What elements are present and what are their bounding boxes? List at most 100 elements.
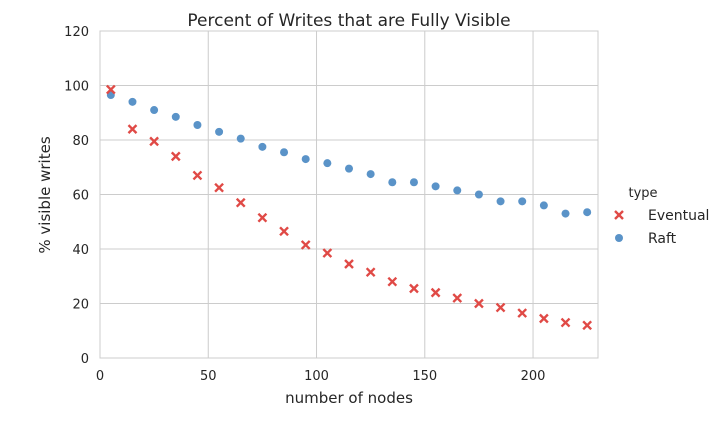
plot-frame [99,30,599,359]
data-point-eventual-stroke [149,136,159,147]
data-point-eventual [192,170,203,181]
data-point-eventual-stroke [409,283,419,294]
data-point-eventual-stroke [430,287,441,298]
data-point-raft [215,127,224,136]
data-point-eventual [560,317,571,328]
y-tick-label: 0 [81,352,89,367]
data-point-raft [258,142,267,151]
x-tick-label: 150 [412,369,437,384]
data-point-eventual [322,248,333,258]
data-point-raft [496,197,505,206]
x-tick-label: 100 [304,369,329,384]
data-point-raft [583,208,592,217]
grid-lines [99,30,598,359]
data-point-eventual [257,212,268,223]
data-point-eventual-stroke [214,182,224,193]
data-point-raft [280,148,289,157]
data-point-eventual-stroke [452,293,463,303]
data-point-eventual-stroke [127,124,138,134]
data-point-raft [128,97,137,106]
data-point-eventual [409,283,419,294]
data-point-eventual-stroke [322,248,333,258]
y-tick-label: 100 [64,80,89,95]
data-point-raft [388,178,397,187]
legend-label-eventual: Eventual [648,208,709,224]
x-axis-label: number of nodes [285,389,413,407]
legend-label-raft: Raft [648,231,677,247]
data-point-eventual-stroke [474,298,484,309]
data-point-eventual-stroke [235,197,246,208]
data-point-raft [323,159,332,168]
data-point-eventual [452,293,463,303]
data-point-eventual [300,240,311,250]
data-point-eventual [279,226,289,237]
data-point-eventual-stroke [192,170,203,181]
plot-area-border [99,30,599,359]
data-point-eventual [517,308,528,318]
legend-item-eventual: Eventual [614,208,709,224]
y-tick-label: 20 [72,298,89,313]
chart-title: Percent of Writes that are Fully Visible [187,11,510,31]
data-point-eventual [365,267,376,278]
data-point-eventual-stroke [539,313,549,324]
data-point-eventual [582,320,593,331]
data-point-raft [366,170,375,179]
data-point-eventual-stroke [495,302,506,313]
data-point-raft [301,155,310,164]
data-point-eventual [387,276,398,287]
legend-marker-eventual [614,210,624,220]
data-point-eventual-stroke [279,226,289,237]
legend-title: type [628,186,657,201]
data-markers [105,84,593,331]
data-point-eventual-stroke [560,317,571,328]
legend-marker-raft [615,234,623,242]
data-point-eventual-stroke [257,212,268,223]
x-tick-label: 0 [96,369,104,384]
legend-marker-eventual-stroke [614,210,624,220]
data-point-eventual [170,151,181,162]
data-point-eventual-stroke [300,240,311,250]
data-point-eventual [474,298,484,309]
y-tick-label: 80 [72,134,89,149]
data-point-raft [474,190,483,199]
data-point-eventual-stroke [387,276,398,287]
x-tick-label: 200 [521,369,546,384]
data-point-raft [431,182,440,191]
data-point-raft [453,186,462,195]
data-point-eventual [105,84,116,95]
data-point-raft [150,106,159,115]
data-point-raft [236,134,245,143]
data-point-eventual [539,313,549,324]
tick-labels: 0 50 100 150 200 0 20 40 60 80 100 120 [64,25,545,384]
series-eventual [105,84,593,331]
legend: type Eventual Raft [614,186,709,247]
data-point-eventual-stroke [582,320,593,331]
data-point-raft [171,112,180,121]
data-point-raft [193,121,202,130]
data-point-raft [518,197,527,206]
y-tick-label: 120 [64,25,89,40]
data-point-eventual [430,287,441,298]
data-point-eventual [344,259,354,269]
data-point-eventual-stroke [170,151,181,162]
data-point-eventual-stroke [365,267,376,278]
data-point-raft [561,209,570,218]
data-point-raft [539,201,548,210]
data-point-raft [409,178,418,187]
data-point-eventual [495,302,506,313]
y-tick-label: 40 [72,243,89,258]
data-point-raft [345,164,353,173]
data-point-eventual-stroke [517,308,528,318]
y-tick-label: 60 [72,189,89,204]
data-point-eventual [214,182,224,193]
data-point-eventual [235,197,246,208]
data-point-eventual-stroke [105,84,116,95]
data-point-eventual-stroke [344,259,354,269]
x-tick-label: 50 [200,369,217,384]
data-point-eventual [127,124,138,134]
data-point-eventual [149,136,159,147]
legend-items: Eventual Raft [614,208,709,247]
legend-item-raft: Raft [615,231,677,247]
y-axis-label: % visible writes [36,136,54,253]
